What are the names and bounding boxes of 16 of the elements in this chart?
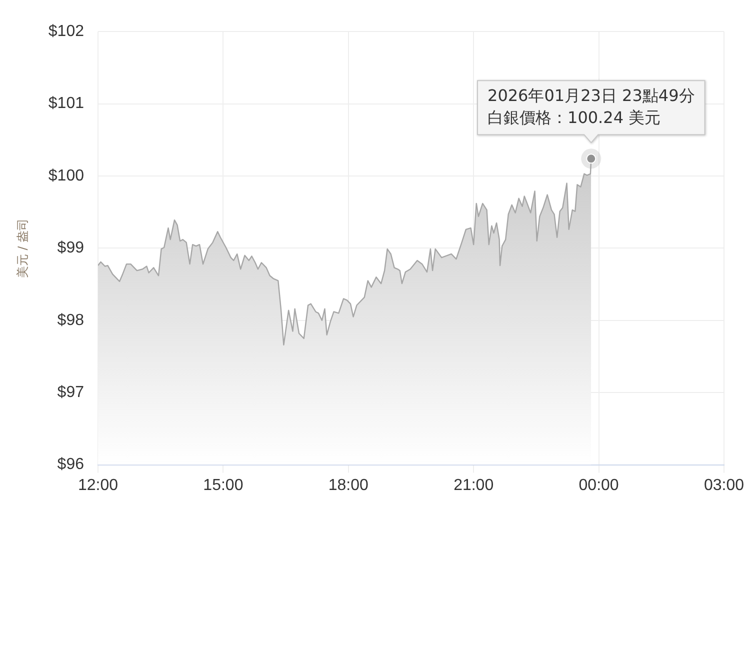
annotation: 白銀價格：100.24 美元: [488, 108, 661, 127]
x-tick-label: 21:00: [454, 476, 494, 494]
y-tick-label: $97: [57, 384, 84, 402]
y-tick-label: $101: [48, 95, 84, 112]
y-axis-title: 美元 / 盎司: [15, 218, 30, 278]
x-tick-label: 15:00: [203, 476, 244, 494]
x-tick-label: 12:00: [78, 476, 118, 494]
x-tick-label: 18:00: [328, 476, 369, 494]
y-tick-label: $102: [48, 23, 84, 40]
y-tick-label: $98: [57, 312, 84, 329]
y-tick-label: $96: [57, 456, 84, 474]
annotation: 2026年01月23日 23點49分: [488, 86, 695, 105]
y-tick-label: $100: [48, 167, 84, 184]
x-tick-label: 03:00: [704, 476, 744, 494]
x-tick-label: 00:00: [578, 476, 619, 494]
y-tick-label: $99: [57, 240, 84, 257]
